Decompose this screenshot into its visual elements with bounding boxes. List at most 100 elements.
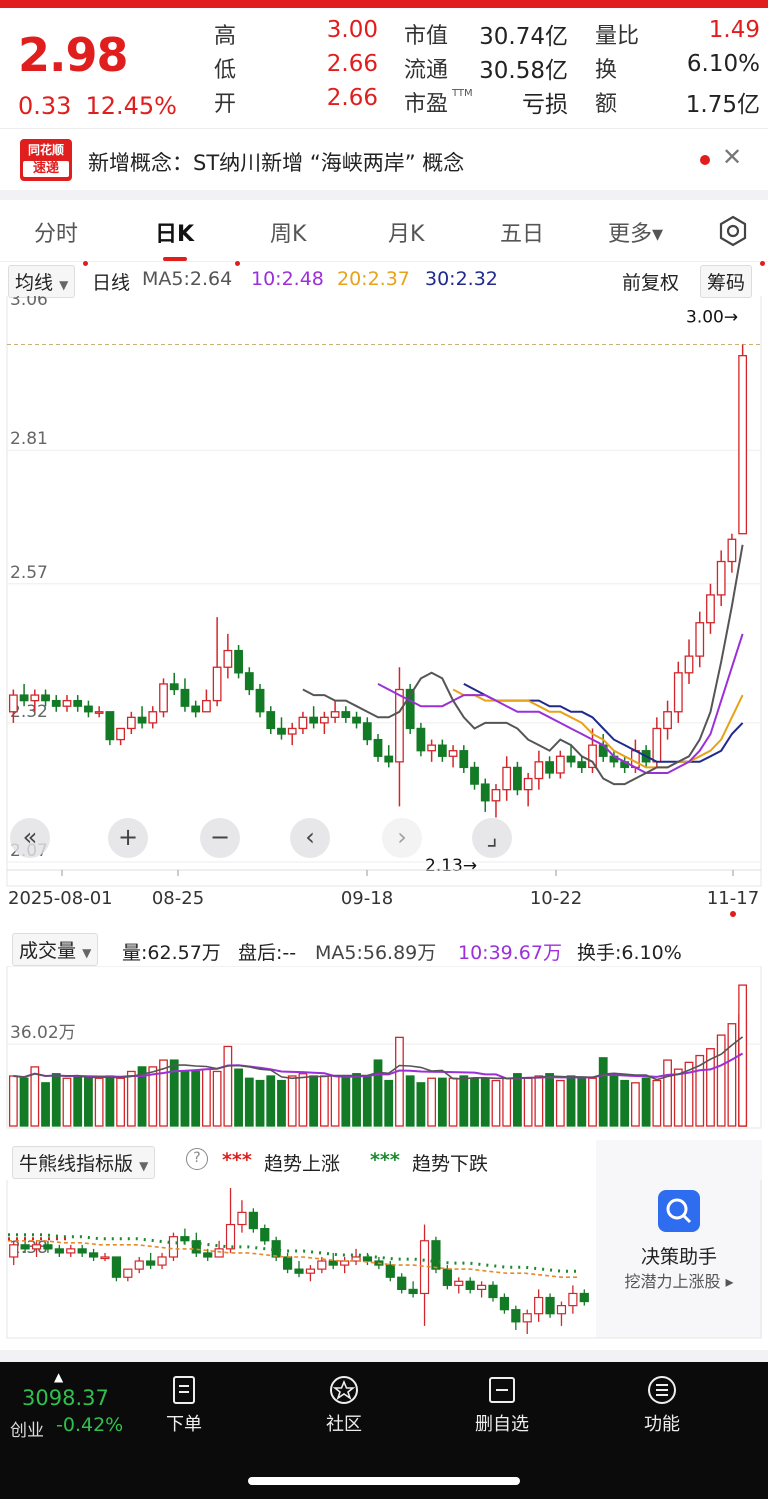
index-value[interactable]: 3098.37 <box>22 1386 109 1410</box>
tab-4[interactable]: 五日 <box>500 222 545 247</box>
bull-bear-candle <box>77 1248 87 1254</box>
rewind-icon[interactable]: « <box>10 818 50 858</box>
volume-ma5-line <box>13 1036 744 1081</box>
volume-bar <box>405 1075 415 1127</box>
volume-bar <box>137 1066 147 1127</box>
volume-bar <box>513 1073 522 1127</box>
bottom-item-label: 删自选 <box>475 1414 529 1435</box>
trend-line <box>8 1239 580 1278</box>
candle-body <box>523 777 533 791</box>
candle-body <box>448 750 458 757</box>
volume-bar <box>159 1059 168 1127</box>
candle-body <box>202 699 211 713</box>
volume-bar <box>191 1070 201 1127</box>
candle-body <box>234 649 243 674</box>
volume-bar <box>255 1079 265 1127</box>
volume-tick-label: 36.02万 <box>10 1023 76 1043</box>
volume-bar <box>330 1075 340 1127</box>
bull-bear-candle <box>54 1248 64 1254</box>
volume-bar <box>470 1077 479 1127</box>
bull-bear-candle <box>431 1240 441 1270</box>
tab-dot <box>235 261 240 266</box>
volume-bar <box>126 1070 136 1127</box>
chip-button[interactable]: 筹码 <box>700 265 753 298</box>
bull-bear-candle <box>225 1223 236 1250</box>
prev-icon[interactable]: ‹ <box>290 818 330 858</box>
adjust-mode[interactable]: 前复权 <box>622 272 680 294</box>
volume-indicator-dropdown[interactable]: 成交量 ▼ <box>12 933 99 966</box>
change-percent: 12.45% <box>85 92 177 120</box>
legend-down: 趋势下跌 <box>412 1153 489 1175</box>
volume-bar <box>545 1073 554 1127</box>
tab-5[interactable]: 更多▾ <box>608 222 664 247</box>
candle-body <box>309 716 319 724</box>
candle-body <box>62 699 72 707</box>
volume-bar <box>51 1073 61 1127</box>
bull-bear-candle <box>111 1256 122 1278</box>
news-text[interactable]: 新增概念：ST纳川新增 “海峡两岸” 概念 <box>88 151 465 175</box>
quote-field-value: 亏损 <box>522 92 568 118</box>
bull-bear-candle <box>385 1264 395 1278</box>
ttm-label: TTM <box>452 88 473 99</box>
zoom-in-icon[interactable]: + <box>108 818 148 858</box>
volume-bar <box>695 1054 705 1127</box>
bull-bear-candle <box>476 1284 487 1291</box>
tab-3[interactable]: 月K <box>388 222 425 247</box>
candle-body <box>180 688 190 707</box>
bottom-item-1[interactable]: 社区 <box>299 1374 389 1436</box>
tab-1[interactable]: 日K <box>155 222 195 247</box>
tab-dot <box>83 261 88 266</box>
collapse-up-icon[interactable]: ▲ <box>54 1370 64 1384</box>
bottom-item-label: 下单 <box>166 1414 202 1435</box>
volume-bar <box>395 1036 404 1127</box>
menu-icon <box>646 1374 678 1406</box>
quote-field-label: 市值 <box>404 24 449 49</box>
active-tab-underline <box>163 257 187 261</box>
candle-body <box>738 354 748 535</box>
volume-bar <box>491 1079 501 1127</box>
zoom-out-icon[interactable]: − <box>200 818 240 858</box>
decision-assistant[interactable]: 决策助手 挖潜力上涨股 ▸ <box>596 1140 762 1338</box>
tab-0[interactable]: 分时 <box>34 222 79 247</box>
bottom-item-2[interactable]: 删自选 <box>457 1374 547 1436</box>
chevron-down-icon: ▼ <box>82 946 92 960</box>
bull-bear-candle <box>282 1256 293 1270</box>
kline-chart[interactable]: 3.062.812.572.322.073.00→2.13→2025-08-01… <box>0 265 768 936</box>
bottom-item-0[interactable]: 下单 <box>139 1374 229 1436</box>
section-divider <box>0 1350 768 1362</box>
bottom-item-label: 功能 <box>644 1414 680 1435</box>
settings-icon[interactable] <box>716 214 750 248</box>
bull-bear-candle <box>146 1260 156 1266</box>
close-icon[interactable]: ✕ <box>722 143 743 171</box>
bull-bear-candle <box>556 1305 567 1315</box>
index-change: -0.42% <box>56 1414 124 1436</box>
after-hours: 盘后:-- <box>238 942 297 964</box>
price-panel-frame <box>6 265 762 887</box>
volume-bar <box>309 1075 319 1127</box>
bull-bear-dropdown[interactable]: 牛熊线指标版 ▼ <box>12 1146 156 1179</box>
candle-body <box>352 716 361 724</box>
candle-body <box>223 649 233 668</box>
candle-body <box>277 727 286 735</box>
volume-bar <box>459 1075 469 1127</box>
candle-body <box>695 622 705 657</box>
fullscreen-icon[interactable]: ⌟ <box>472 818 512 858</box>
bull-bear-candle <box>294 1268 304 1274</box>
candle-body <box>255 688 265 713</box>
next-icon[interactable]: › <box>382 818 422 858</box>
ma-mode-dropdown[interactable]: 均线 ▼ <box>8 265 76 298</box>
bottom-item-3[interactable]: 功能 <box>617 1374 707 1436</box>
help-icon[interactable]: ? <box>186 1148 208 1170</box>
news-ticker[interactable]: 同花顺 速递 新增概念：ST纳川新增 “海峡两岸” 概念 ✕ <box>0 128 768 188</box>
volume-bar <box>641 1077 651 1127</box>
tab-2[interactable]: 周K <box>270 222 307 247</box>
chart-tabs: 分时 日K 周K 月K 五日 更多▾ <box>0 200 768 266</box>
bull-bear-candle <box>442 1268 452 1286</box>
quote-header: 2.98 0.33 12.45% 高 3.00 低 2.66 开 2.66 市值 30.74亿流… <box>0 8 768 128</box>
volume-bar <box>523 1077 533 1127</box>
candle-body <box>319 716 329 724</box>
home-indicator[interactable] <box>248 1477 520 1485</box>
quote-field-label: 额 <box>595 92 618 117</box>
quote-field-value: 2.66 <box>326 51 378 77</box>
quote-field-label: 市盈 <box>404 92 449 117</box>
